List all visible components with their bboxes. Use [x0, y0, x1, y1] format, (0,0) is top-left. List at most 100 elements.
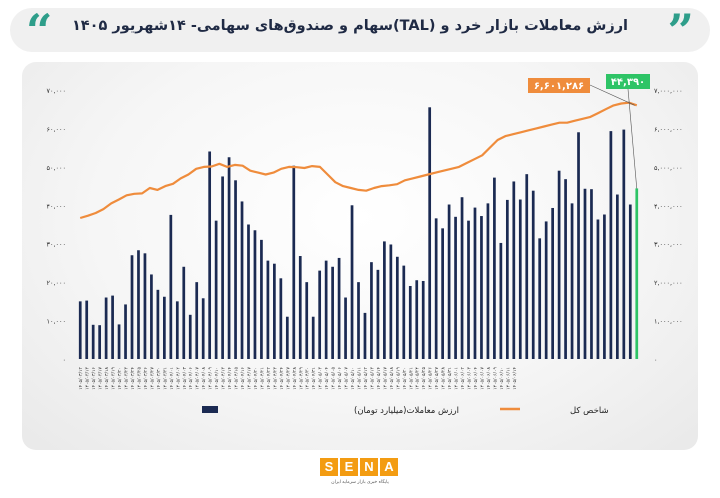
x-axis-tick-label: ۱۴۰۵/۰۳/۳۰ [156, 367, 162, 390]
highlight-bar [635, 188, 639, 359]
bar [78, 301, 82, 359]
bar [285, 316, 289, 359]
quote-mark-icon: “ [26, 4, 53, 58]
x-axis-tick-label: ۱۴۰۵/۰۴/۰۳ [182, 366, 188, 389]
x-axis-tick-label: ۱۴۰۵/۰۶/۱۰ [499, 367, 505, 390]
bar [318, 270, 322, 359]
x-axis-tick-label: ۱۴۰۵/۰۵/۱۸ [389, 366, 395, 389]
legend-bars-swatch [202, 406, 218, 413]
x-axis-tick-label: ۱۴۰۵/۰۳/۲۶ [143, 366, 149, 389]
bar [240, 201, 244, 359]
bar [376, 269, 380, 359]
x-axis-tick-label: ۱۴۰۵/۰۴/۰۶ [188, 366, 194, 389]
x-axis-tick-label: ۱۴۰۵/۰۵/۱۱ [357, 367, 363, 390]
x-axis-tick-label: ۱۴۰۵/۰۳/۱۹ [111, 366, 117, 389]
bar [441, 228, 444, 359]
bar [609, 131, 613, 359]
legend-bars-label: ارزش معاملات(میلیارد تومان) [354, 406, 459, 416]
bar [415, 280, 419, 359]
x-axis-tick-label: ۱۴۰۵/۰۳/۱۲ [78, 366, 84, 389]
right-axis-tick-label: ۷,۰۰۰,۰۰۰ [654, 87, 683, 95]
bar [460, 197, 464, 359]
x-axis-tick-label: ۱۴۰۵/۰۴/۱۴ [227, 366, 233, 389]
bar [273, 263, 276, 359]
x-axis-tick-label: ۱۴۰۵/۰۴/۲۳ [272, 366, 278, 389]
chart-panel: ۰ ۱۰,۰۰۰ ۲۰,۰۰۰ ۳۰,۰۰۰ ۴۰,۰۰۰ ۵۰,۰۰۰ ۶۰,۰۰۰ ۷۰,… [22, 62, 698, 450]
x-axis-tick-label: ۱۴۰۵/۰۴/۲۷ [285, 366, 291, 389]
bar [98, 325, 102, 359]
x-axis-tick-label: ۱۴۰۵/۰۳/۱۶ [91, 366, 97, 389]
bar [195, 282, 199, 359]
bar [363, 312, 367, 359]
x-axis-tick-label: ۱۴۰۵/۰۴/۲۸ [292, 366, 298, 389]
x-axis-tick-label: ۱۴۰۵/۰۵/۲۱ [408, 367, 414, 390]
bar [583, 188, 587, 359]
bar [156, 289, 160, 359]
logo-letter: S [320, 458, 338, 476]
bar [499, 242, 503, 359]
bar [402, 265, 406, 359]
x-axis-tick-label: ۱۴۰۵/۰۴/۰۱ [169, 367, 175, 390]
bar [395, 256, 399, 359]
bar [279, 278, 283, 359]
bar [234, 180, 237, 359]
x-axis-tick-label: ۱۴۰۵/۰۵/۰۴ [324, 366, 330, 389]
bar [389, 244, 393, 359]
x-axis-tick-label: ۱۴۰۵/۰۵/۲۷ [434, 366, 440, 389]
bar [221, 176, 224, 359]
left-axis-tick-label: ۴۰,۰۰۰ [46, 202, 66, 210]
index-leader-line [589, 84, 635, 106]
bar [298, 256, 302, 359]
bar [531, 190, 535, 359]
left-axis-tick-label: ۶۰,۰۰۰ [46, 125, 66, 133]
bar [175, 301, 179, 359]
bar [551, 207, 554, 359]
x-axis-tick-label: ۱۴۰۵/۰۴/۱۰ [214, 367, 220, 390]
right-axis-tick-label: ۱,۰۰۰,۰۰۰ [654, 318, 683, 326]
x-axis-tick-label: ۱۴۰۵/۰۵/۱۰ [350, 367, 356, 390]
logo-letter: E [340, 458, 358, 476]
right-axis-tick-label: ۰ [654, 356, 658, 364]
bar [305, 282, 309, 359]
x-axis-tick-label: ۱۴۰۵/۰۶/۰۹ [492, 366, 498, 389]
title-bar: “ ارزش معاملات بازار خرد و (TAL)سهام و ص… [10, 4, 710, 58]
bar [480, 216, 483, 359]
bar [447, 204, 451, 359]
legend-line-label: شاخص کل [570, 406, 609, 416]
bar [188, 314, 192, 359]
x-axis-tick-label: ۱۴۰۵/۰۴/۲۰ [253, 367, 259, 390]
quote-mark-icon: ” [667, 4, 694, 58]
bar [570, 203, 574, 359]
left-axis-tick-label: ۰ [63, 356, 67, 364]
x-axis-tick-label: ۱۴۰۵/۰۶/۱۱ [505, 367, 511, 390]
bar [253, 230, 257, 359]
x-axis-tick-label: ۱۴۰۵/۰۶/۰۷ [479, 366, 485, 389]
x-axis-tick-label: ۱۴۰۵/۰۴/۰۸ [201, 366, 207, 389]
bar [247, 224, 250, 359]
left-axis-tick-label: ۳۰,۰۰۰ [46, 241, 66, 249]
bar [370, 262, 373, 359]
x-axis-tick-label: ۱۴۰۵/۰۶/۰۴ [473, 366, 479, 389]
right-axis-tick-label: ۶,۰۰۰,۰۰۰ [654, 125, 683, 133]
bar [227, 157, 231, 359]
x-axis-tick-label: ۱۴۰۵/۰۴/۳۰ [305, 367, 311, 390]
bar [383, 241, 386, 359]
x-axis-tick-label: ۱۴۰۵/۰۴/۲۲ [266, 366, 272, 389]
bar [201, 298, 205, 359]
logo-tagline: پایگاه خبری بازار سرمایه ایران [331, 480, 389, 485]
x-axis-tick-label: ۱۴۰۵/۰۴/۳۱ [311, 367, 317, 390]
value-leader-line [627, 88, 638, 189]
x-axis-tick-label: ۱۴۰۵/۰۵/۲۵ [421, 366, 427, 389]
x-axis-tick-label: ۱۴۰۵/۰۴/۰۹ [208, 366, 214, 389]
x-axis-tick-label: ۱۴۰۵/۰۳/۲۷ [149, 366, 155, 389]
x-axis-tick-label: ۱۴۰۵/۰۵/۱۴ [376, 366, 382, 389]
x-axis-tick-label: ۱۴۰۵/۰۴/۰۲ [175, 366, 181, 389]
index-value-label: ۶,۶۰۱,۲۸۶ [534, 81, 584, 92]
last-value-badge [606, 74, 650, 89]
x-axis-tick-label: ۱۴۰۵/۰۵/۱۲ [363, 366, 369, 389]
right-axis-tick-label: ۲,۰۰۰,۰۰۰ [654, 279, 683, 287]
index-value-badge [528, 78, 590, 93]
bar [357, 282, 360, 359]
bar [525, 174, 529, 359]
bar [421, 280, 425, 359]
